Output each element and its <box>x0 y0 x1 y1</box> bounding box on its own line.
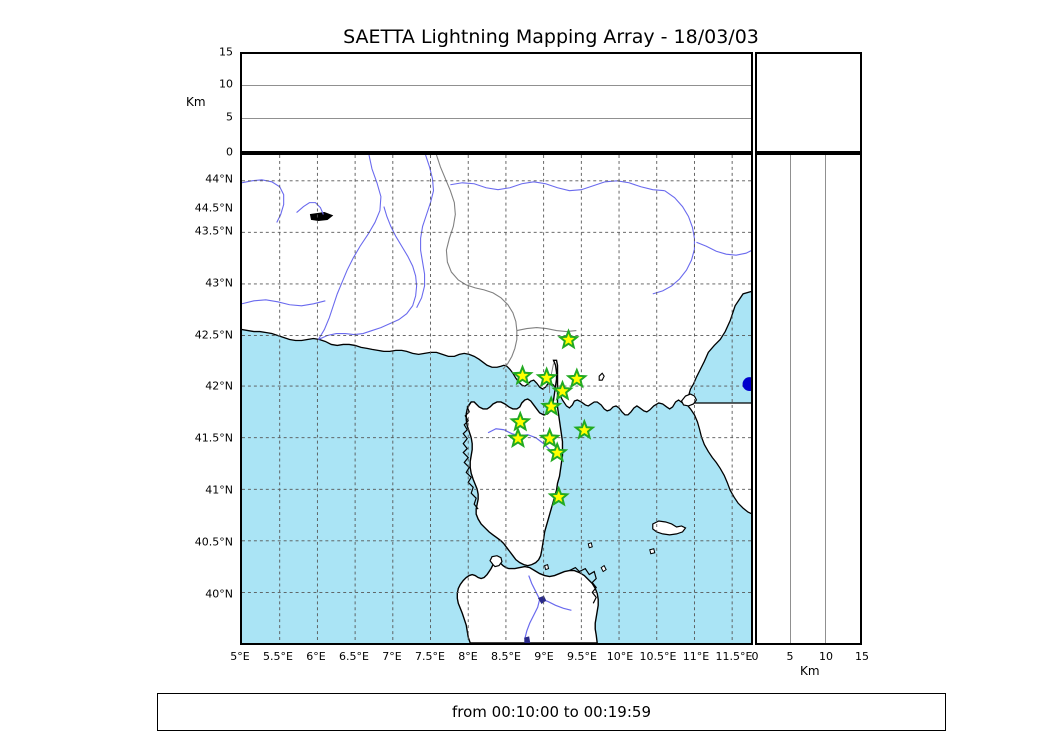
coastline-tuscan-inlet <box>680 393 698 407</box>
station-star-marker[interactable] <box>506 426 530 448</box>
tick-x-side-0: 0 <box>751 650 759 663</box>
axis-label-km-top: Km <box>186 95 206 109</box>
station-star-marker[interactable] <box>557 328 580 350</box>
station-star-marker[interactable] <box>538 426 561 448</box>
border-italy-region <box>516 327 577 333</box>
station-star-marker[interactable] <box>546 441 569 463</box>
map-canvas[interactable] <box>242 155 751 643</box>
lake-sardinia-2 <box>524 636 531 643</box>
tick-lon-5: 5°E <box>230 650 250 663</box>
station-star-marker[interactable] <box>509 410 532 432</box>
lightning-map-panel[interactable] <box>240 153 753 645</box>
station-star-marker[interactable] <box>511 364 534 386</box>
island-giglio <box>600 564 607 573</box>
station-star-marker[interactable] <box>573 418 596 440</box>
time-range-bar: from 00:10:00 to 00:19:59 <box>157 693 946 731</box>
gridline-5km <box>242 117 751 119</box>
island-montecristo <box>544 564 550 571</box>
tick-x-side-5: 5 <box>786 650 794 663</box>
vhf-source-markers[interactable] <box>742 377 751 392</box>
island-elba <box>652 520 687 536</box>
tick-x-side-15: 15 <box>855 650 869 663</box>
tick-lon-10p5: 10.5°E <box>639 650 677 663</box>
tick-lon-10: 10°E <box>606 650 634 663</box>
latitude-altitude-panel <box>755 153 862 645</box>
map-gridlines <box>242 155 751 643</box>
gridline-5km-side <box>790 155 792 643</box>
tick-lat-41p5: 41.5°N <box>194 431 233 445</box>
coastline-notch-north <box>309 212 334 221</box>
lma-station-markers[interactable] <box>506 328 596 507</box>
tick-lat-40: 40°N <box>205 587 233 601</box>
tick-lat-43: 43°N <box>205 276 233 290</box>
vhf-source-marker[interactable] <box>742 377 751 392</box>
river-rhone <box>317 155 382 340</box>
tick-lon-8p5: 8.5°E <box>491 650 521 663</box>
river-durance <box>318 206 418 340</box>
tick-lat-40p5: 40.5°N <box>194 535 233 549</box>
tick-lon-11p5: 11.5°E <box>715 650 753 663</box>
tick-lat-42: 42°N <box>205 379 233 393</box>
station-star-marker[interactable] <box>535 366 558 388</box>
tick-y-top-10: 10 <box>219 77 233 91</box>
time-range-text: from 00:10:00 to 00:19:59 <box>451 703 651 721</box>
tick-y-top-0: 0 <box>226 145 233 159</box>
coastline-sardinia-northeast <box>569 566 597 604</box>
tick-lon-5p5: 5.5°E <box>263 650 293 663</box>
tick-lon-8: 8°E <box>458 650 478 663</box>
tick-lat-43p5: 43.5°N <box>194 224 233 238</box>
tick-x-side-10: 10 <box>819 650 833 663</box>
coastline-corsica-west-detail <box>462 401 479 510</box>
island-pianosa <box>649 548 656 555</box>
tick-lon-9p5: 9.5°E <box>567 650 597 663</box>
island-capraia <box>598 372 605 381</box>
river-sardinia-1 <box>524 575 541 640</box>
station-star-marker[interactable] <box>551 379 574 401</box>
coastline-corsica <box>465 359 564 567</box>
tick-lat-41: 41°N <box>205 483 233 497</box>
tick-y-top-15: 15 <box>219 45 233 59</box>
tick-lat-42p5: 42.5°N <box>194 328 233 342</box>
border-france-italy <box>435 155 518 370</box>
tick-lon-6: 6°E <box>306 650 326 663</box>
tick-lon-6p5: 6.5°E <box>339 650 369 663</box>
station-star-marker[interactable] <box>565 367 588 389</box>
river-west-1 <box>242 299 326 307</box>
tick-y-top-5: 5 <box>226 110 233 124</box>
river-tiber <box>696 241 751 256</box>
altitude-longitude-panel <box>240 52 753 153</box>
gridline-10km <box>242 85 751 87</box>
station-star-marker[interactable] <box>547 485 570 507</box>
island-gorgona <box>587 542 593 549</box>
river-arno <box>652 190 695 295</box>
coastline-italy-west <box>684 402 751 515</box>
page-title: SAETTA Lightning Mapping Array - 18/03/0… <box>343 26 759 48</box>
station-star-marker[interactable] <box>540 395 563 417</box>
axis-label-km-side: Km <box>800 664 820 678</box>
gridline-10km-side <box>824 155 826 643</box>
tick-lon-7p5: 7.5°E <box>415 650 445 663</box>
coastline-sardinia-northwest <box>489 555 503 568</box>
river-po-north <box>450 180 665 192</box>
tick-lon-9: 9°E <box>534 650 554 663</box>
altitude-histogram-panel <box>755 52 862 153</box>
river-west-2 <box>296 202 324 215</box>
tick-lat-44p5: 44.5°N <box>194 201 233 214</box>
tick-lon-11: 11°E <box>682 650 710 663</box>
coastline-mainland <box>242 155 751 416</box>
tick-lat-44: 44°N <box>205 172 233 186</box>
tick-lon-7: 7°E <box>382 650 402 663</box>
